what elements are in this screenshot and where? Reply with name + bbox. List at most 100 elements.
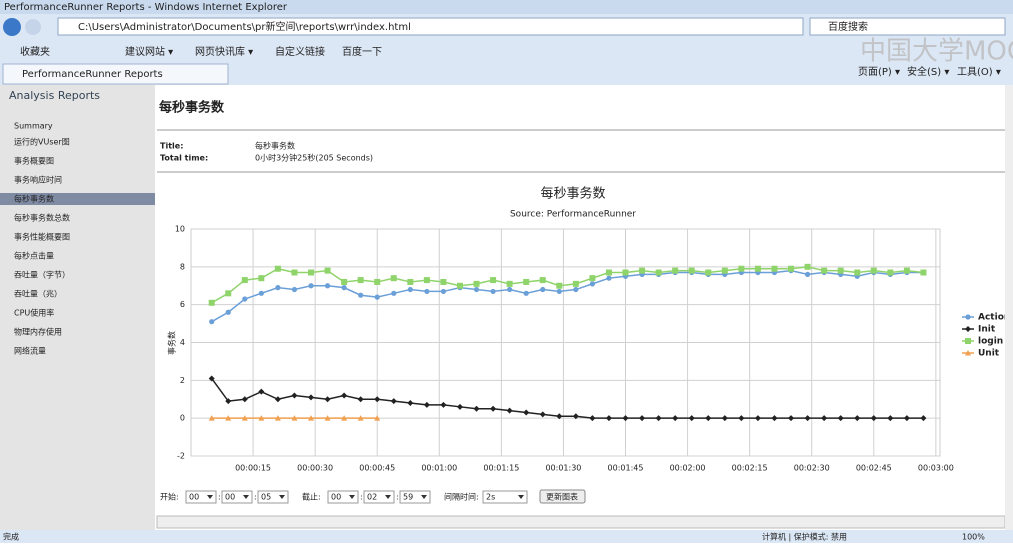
marker	[490, 288, 496, 295]
nav-item[interactable]: 每秒事务数	[14, 194, 54, 204]
button[interactable]	[539, 489, 586, 504]
favorite-link[interactable]: 网页快讯库 ▾	[195, 45, 253, 58]
marker	[672, 267, 679, 274]
chart-subtitle: Source: PerformanceRunner	[510, 210, 636, 220]
marker	[523, 290, 529, 296]
nav-item[interactable]: 事务概要图	[14, 156, 54, 166]
nav-item[interactable]: CPU使用率	[14, 308, 54, 318]
nav-item[interactable]: Summary	[14, 122, 53, 131]
menu[interactable]: 页面(P) ▾	[858, 66, 900, 78]
marker	[506, 280, 513, 287]
nav-item[interactable]: 物理内存使用	[14, 327, 62, 337]
marker	[688, 267, 695, 274]
dropdown[interactable]	[257, 490, 289, 504]
dropdown-value: 02	[367, 493, 377, 502]
separator: :	[360, 493, 363, 502]
nav-item[interactable]: 吞吐量（字节）	[14, 270, 70, 280]
nav-item[interactable]: 每秒点击量	[14, 251, 54, 261]
series-line	[211, 269, 924, 323]
marker	[390, 398, 397, 405]
marker	[358, 292, 364, 298]
marker	[407, 286, 413, 293]
marker	[870, 415, 877, 422]
marker	[407, 400, 414, 407]
x-tick-label: 00:03:00	[918, 464, 954, 473]
dropdown-value: 00	[225, 493, 235, 502]
marker	[771, 415, 778, 422]
menu[interactable]: 工具(O) ▾	[957, 66, 1001, 78]
dropdown[interactable]	[185, 490, 217, 504]
nav-item[interactable]: 事务性能概要图	[14, 232, 70, 242]
dropdown[interactable]	[363, 490, 395, 504]
marker	[672, 415, 679, 422]
legend-label[interactable]: Init	[978, 325, 996, 335]
marker	[374, 396, 381, 403]
x-tick-label: 00:02:00	[670, 464, 706, 473]
y-tick-label: 10	[175, 225, 185, 234]
marker	[456, 403, 463, 410]
marker	[771, 265, 778, 272]
nav-item[interactable]: 网络流量	[14, 346, 46, 356]
marker	[605, 269, 612, 276]
marker	[821, 267, 828, 274]
x-tick-label: 00:01:00	[421, 464, 457, 473]
marker	[606, 275, 612, 281]
y-tick-label: 2	[180, 376, 185, 385]
button-label: 更新图表	[546, 492, 578, 502]
nav-item[interactable]: 吞吐量（兆）	[14, 289, 62, 299]
chart-title: 每秒事务数	[540, 186, 605, 202]
marker	[390, 275, 397, 282]
field-value: 每秒事务数	[255, 141, 295, 151]
marker	[965, 314, 971, 320]
marker	[655, 269, 662, 276]
favorite-link[interactable]: 自定义链接	[275, 45, 325, 58]
legend-label[interactable]: Action	[978, 313, 1010, 323]
nav-selected	[0, 193, 155, 205]
dropdown[interactable]	[399, 490, 431, 504]
h-scrollbar[interactable]	[156, 515, 1006, 529]
dropdown[interactable]	[327, 490, 359, 504]
marker	[556, 413, 563, 420]
y-tick-label: -2	[177, 452, 185, 461]
marker	[440, 278, 447, 285]
v-scrollbar[interactable]	[1005, 85, 1013, 530]
favorite-link[interactable]: 建议网站 ▾	[125, 45, 173, 58]
back-button[interactable]	[3, 18, 21, 36]
dropdown[interactable]	[482, 490, 528, 504]
legend-label[interactable]: login	[978, 337, 1003, 347]
marker	[507, 286, 513, 293]
search-box[interactable]	[809, 17, 1006, 36]
control-label: 截止:	[302, 492, 321, 502]
marker	[258, 388, 265, 395]
marker	[423, 401, 430, 408]
nav-item[interactable]: 运行的VUser图	[14, 137, 70, 147]
menu[interactable]: 安全(S) ▾	[907, 65, 949, 78]
marker	[473, 405, 480, 412]
favorite-link[interactable]: 百度一下	[342, 45, 382, 58]
dropdown[interactable]	[221, 490, 253, 504]
marker	[589, 275, 596, 282]
marker	[605, 415, 612, 422]
marker	[407, 278, 414, 285]
tab[interactable]	[2, 63, 229, 85]
marker	[423, 277, 430, 284]
marker	[887, 269, 894, 276]
x-tick-label: 00:02:45	[856, 464, 892, 473]
zoom[interactable]: 100%	[962, 533, 985, 542]
marker	[291, 415, 298, 421]
nav-item[interactable]: 每秒事务数总数	[14, 213, 70, 223]
marker	[705, 269, 712, 276]
favorites[interactable]: 收藏夹	[20, 45, 50, 58]
marker	[208, 415, 215, 421]
nav-item[interactable]: 事务响应时间	[14, 175, 62, 185]
search-placeholder: 百度搜索	[828, 20, 868, 33]
marker	[341, 415, 348, 421]
marker	[523, 409, 530, 416]
legend-label[interactable]: Unit	[978, 349, 1000, 359]
marker	[539, 277, 546, 284]
marker	[341, 285, 347, 291]
address-bar[interactable]	[57, 17, 804, 36]
marker	[804, 415, 811, 422]
forward-button[interactable]	[25, 19, 41, 35]
